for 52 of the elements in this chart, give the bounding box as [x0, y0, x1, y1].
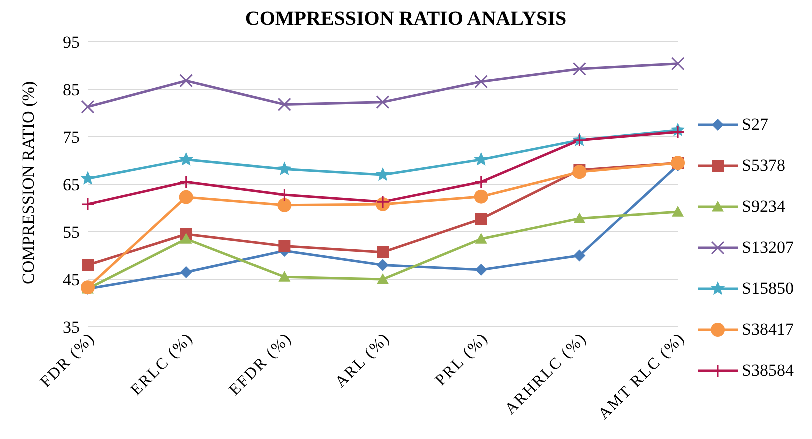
- point: [376, 96, 390, 110]
- point: [474, 75, 488, 89]
- point: [475, 264, 488, 276]
- point: [180, 175, 194, 189]
- point: [81, 280, 95, 295]
- point: [81, 100, 95, 114]
- point: [376, 195, 390, 209]
- point: [81, 198, 95, 212]
- point: [377, 274, 390, 284]
- legend-label: S38584: [742, 360, 794, 380]
- point: [672, 206, 684, 217]
- y-tick-label: 35: [63, 318, 80, 338]
- legend-label: S5378: [742, 156, 786, 176]
- point: [80, 171, 96, 185]
- y-axis-title: COMPRESSION RATIO (%): [19, 81, 38, 284]
- point: [377, 246, 390, 258]
- point: [179, 152, 194, 166]
- point: [278, 240, 291, 252]
- point: [180, 74, 194, 88]
- point: [278, 162, 292, 176]
- y-tick-label: 65: [63, 176, 80, 195]
- legend-label: S9234: [742, 196, 786, 216]
- point: [475, 213, 488, 226]
- point: [572, 165, 587, 180]
- point: [377, 259, 390, 272]
- point: [82, 259, 94, 272]
- point: [180, 233, 192, 244]
- chart-title: COMPRESSION RATIO ANALYSIS: [244, 8, 568, 32]
- y-tick-label: 45: [63, 270, 80, 290]
- point: [278, 98, 292, 112]
- y-tick-label: 95: [63, 33, 80, 52]
- y-tick-label: 85: [63, 80, 80, 100]
- point: [474, 175, 488, 189]
- point: [574, 212, 586, 224]
- y-tick-label: 75: [63, 128, 80, 148]
- y-tick-label: 55: [63, 223, 80, 242]
- legend-label: S38417: [742, 320, 794, 340]
- legend-label: S27: [742, 114, 768, 134]
- point: [475, 233, 488, 244]
- point: [180, 266, 192, 278]
- point: [278, 198, 292, 212]
- point: [572, 62, 586, 76]
- point: [474, 152, 488, 166]
- point: [574, 250, 586, 262]
- point: [179, 190, 194, 204]
- point: [474, 190, 488, 204]
- x-tick-label: PRL (%): [432, 330, 492, 390]
- point: [671, 57, 685, 71]
- point: [376, 168, 390, 182]
- legend-label: S13207: [742, 238, 794, 258]
- point: [278, 271, 291, 282]
- legend-label: S15850: [742, 278, 794, 298]
